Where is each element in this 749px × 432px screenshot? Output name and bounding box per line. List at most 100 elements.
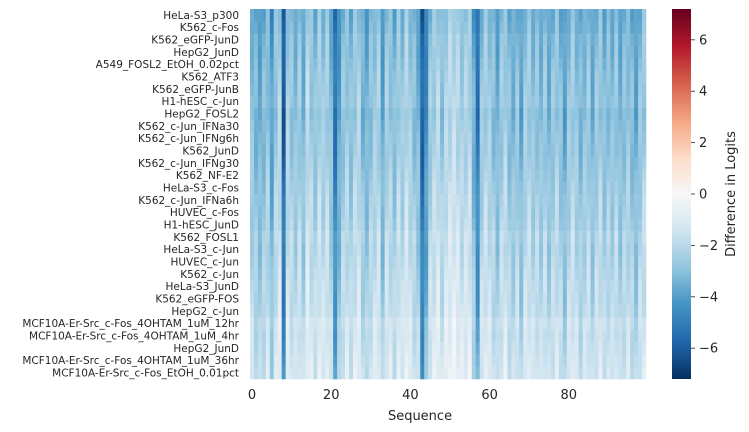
heatmap-cell xyxy=(269,268,275,281)
heatmap-cell xyxy=(388,144,393,158)
heatmap-cell xyxy=(642,120,647,133)
heatmap-cell xyxy=(384,95,389,108)
heatmap-cell xyxy=(558,58,564,71)
heatmap-cell xyxy=(321,70,326,84)
heatmap-cell xyxy=(364,218,370,232)
heatmap-cell xyxy=(313,144,318,158)
heatmap-cell xyxy=(578,144,583,158)
heatmap-cell xyxy=(360,107,366,121)
heatmap-cell xyxy=(368,354,374,367)
heatmap-cell xyxy=(491,280,496,293)
heatmap-cell xyxy=(420,21,425,34)
heatmap-cell xyxy=(333,46,338,59)
heatmap-cell xyxy=(404,280,409,293)
heatmap-cell xyxy=(550,354,556,367)
heatmap-cell xyxy=(273,70,279,84)
heatmap-cell xyxy=(491,83,496,96)
heatmap-cell xyxy=(269,342,275,355)
heatmap-cell xyxy=(459,107,465,121)
heatmap-cell xyxy=(285,243,290,256)
heatmap-cell xyxy=(416,231,421,244)
heatmap-cell xyxy=(424,280,429,293)
heatmap-cell xyxy=(384,144,389,158)
heatmap-cell xyxy=(388,83,393,96)
heatmap-cell xyxy=(499,9,504,22)
heatmap-cell xyxy=(543,231,548,244)
heatmap-cell xyxy=(333,305,338,318)
heatmap-cell xyxy=(392,95,397,108)
heatmap-cell xyxy=(420,157,425,170)
heatmap-cell xyxy=(329,95,334,108)
heatmap-cell xyxy=(638,144,643,158)
heatmap-cell xyxy=(566,157,572,170)
heatmap-cell xyxy=(459,33,465,47)
heatmap-cell xyxy=(539,21,544,34)
heatmap-cell xyxy=(364,342,370,355)
heatmap-cell xyxy=(479,107,484,121)
heatmap-cell xyxy=(341,280,346,293)
heatmap-cell xyxy=(293,366,298,380)
heatmap-cell xyxy=(440,33,445,47)
heatmap-cell xyxy=(475,231,480,244)
heatmap-cell xyxy=(610,329,615,343)
heatmap-cell xyxy=(566,329,572,343)
heatmap-cell xyxy=(602,231,607,244)
heatmap-cell xyxy=(634,366,639,380)
heatmap-cell xyxy=(436,206,441,219)
heatmap-cell xyxy=(475,255,480,269)
heatmap-cell xyxy=(459,317,465,330)
heatmap-cell xyxy=(574,206,579,219)
heatmap-cell xyxy=(273,354,279,367)
heatmap-cell xyxy=(352,21,358,34)
heatmap-cell xyxy=(277,21,282,34)
heatmap-cell xyxy=(539,157,544,170)
heatmap-cell xyxy=(574,107,579,121)
heatmap-cell xyxy=(257,58,263,71)
heatmap-cell xyxy=(313,21,318,34)
heatmap-cell xyxy=(527,58,532,71)
heatmap-cell xyxy=(313,132,318,145)
heatmap-cell xyxy=(483,342,488,355)
heatmap-cell xyxy=(539,70,544,84)
heatmap-cell xyxy=(325,120,330,133)
heatmap-cell xyxy=(349,58,354,71)
heatmap-cell xyxy=(515,144,520,158)
heatmap-cell xyxy=(622,354,627,367)
heatmap-cell xyxy=(281,317,286,330)
heatmap-cell xyxy=(634,305,639,318)
heatmap-cell xyxy=(436,107,441,121)
heatmap-cell xyxy=(372,9,378,22)
heatmap-cell xyxy=(329,292,334,306)
heatmap-cell xyxy=(257,169,263,182)
heatmap-cell xyxy=(448,33,453,47)
heatmap-cell xyxy=(313,181,318,195)
heatmap-cell xyxy=(479,206,484,219)
heatmap-cell xyxy=(479,280,484,293)
heatmap-cell xyxy=(448,169,453,182)
heatmap-cell xyxy=(642,243,647,256)
heatmap-cell xyxy=(479,342,484,355)
heatmap-cell xyxy=(459,354,465,367)
heatmap-cell xyxy=(630,83,635,96)
heatmap-cell xyxy=(380,21,385,34)
heatmap-cell xyxy=(416,218,421,232)
heatmap-cell xyxy=(618,231,623,244)
heatmap-cell xyxy=(349,255,354,269)
heatmap-cell xyxy=(503,280,508,293)
heatmap-cell xyxy=(610,95,615,108)
heatmap-cell xyxy=(610,305,615,318)
heatmap-cell xyxy=(602,292,607,306)
heatmap-cell xyxy=(392,107,397,121)
heatmap-cell xyxy=(352,120,358,133)
heatmap-cell xyxy=(313,243,318,256)
colorbar-tick-label: −2 xyxy=(699,239,718,254)
heatmap-cell xyxy=(614,292,619,306)
heatmap-cell xyxy=(416,317,421,330)
heatmap-cell xyxy=(337,70,342,84)
heatmap-cell xyxy=(519,268,524,281)
heatmap-cell xyxy=(289,33,294,47)
heatmap-cell xyxy=(451,9,457,22)
heatmap-cell xyxy=(598,317,603,330)
heatmap-cell xyxy=(265,83,271,96)
heatmap-cell xyxy=(566,268,572,281)
